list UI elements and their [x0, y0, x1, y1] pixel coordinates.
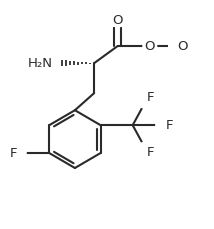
Circle shape: [156, 118, 169, 132]
Circle shape: [139, 95, 152, 109]
Text: H₂N: H₂N: [28, 57, 53, 70]
Text: F: F: [147, 91, 155, 104]
Text: O: O: [178, 40, 188, 52]
Circle shape: [139, 142, 152, 155]
Text: O: O: [144, 40, 155, 52]
Circle shape: [12, 146, 26, 160]
Circle shape: [143, 39, 157, 53]
Circle shape: [169, 39, 182, 53]
Text: F: F: [147, 146, 155, 159]
Text: F: F: [165, 119, 173, 132]
Text: F: F: [10, 147, 18, 160]
Circle shape: [29, 51, 52, 75]
Text: O: O: [112, 14, 123, 27]
Circle shape: [111, 14, 125, 27]
